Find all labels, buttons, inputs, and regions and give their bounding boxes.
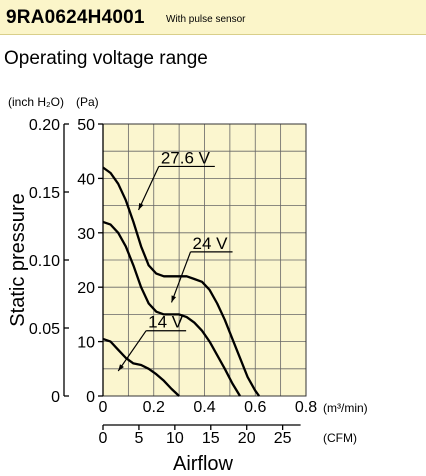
series-labels: 27.6 V 24 V 14 V [117,148,233,372]
y-tick-label: 40 [77,171,95,188]
y-tick-label: 20 [77,280,95,297]
model-number: 9RA0624H4001 [6,7,145,28]
x2-unit-label: (CFM) [323,431,357,445]
x-tick-label: 0 [99,399,108,416]
x-tick-label: 0.6 [244,399,266,416]
voltage-label-0: 27.6 V [161,148,211,167]
voltage-label-2: 14 V [148,313,184,332]
x-tick-label: 0.2 [143,399,165,416]
x2-tick-label: 0 [99,430,108,447]
voltage-label-1: 24 V [193,234,229,253]
leader-line [170,251,192,303]
x-tick-label: 0.8 [295,399,317,416]
y-unit-label: (Pa) [76,95,99,109]
series-group [102,166,261,397]
leader-arrowhead [118,364,124,371]
y2-tick-label: 0.10 [29,253,60,270]
y2-unit-label: (inch H₂O) [8,95,64,109]
pulse-sensor-tag: With pulse sensor [166,14,246,25]
leader-arrowhead [171,295,177,303]
x2-tick-label: 5 [134,430,143,447]
y-tick-label: 30 [77,226,95,243]
y2-tick-label: 0 [51,389,60,406]
x-unit-label: (m³/min) [323,401,368,415]
section-title: Operating voltage range [4,48,208,69]
y-axis-title: Static pressure [7,193,29,326]
pq-curve-0 [102,166,261,397]
y-tick-label: 10 [77,335,95,352]
x2-tick-label: 25 [274,430,292,447]
leader-line [117,330,147,372]
leader-line [137,166,160,211]
x2-tick-label: 20 [238,430,256,447]
y2-tick-label: 0.05 [29,321,60,338]
x2-tick-label: 10 [166,430,184,447]
model-header: 9RA0624H4001 With pulse sensor [0,0,426,35]
y-tick-label: 50 [77,117,95,134]
x-tick-label: 0.4 [193,399,215,416]
pq-curve-1 [102,220,241,397]
x2-tick-label: 15 [202,430,220,447]
y-tick-label: 0 [86,389,95,406]
x-axis-title: Airflow [173,453,234,475]
leader-arrowhead [138,202,144,210]
y2-tick-label: 0.20 [29,117,60,134]
pq-curve-2 [102,337,180,397]
y2-tick-label: 0.15 [29,185,60,202]
